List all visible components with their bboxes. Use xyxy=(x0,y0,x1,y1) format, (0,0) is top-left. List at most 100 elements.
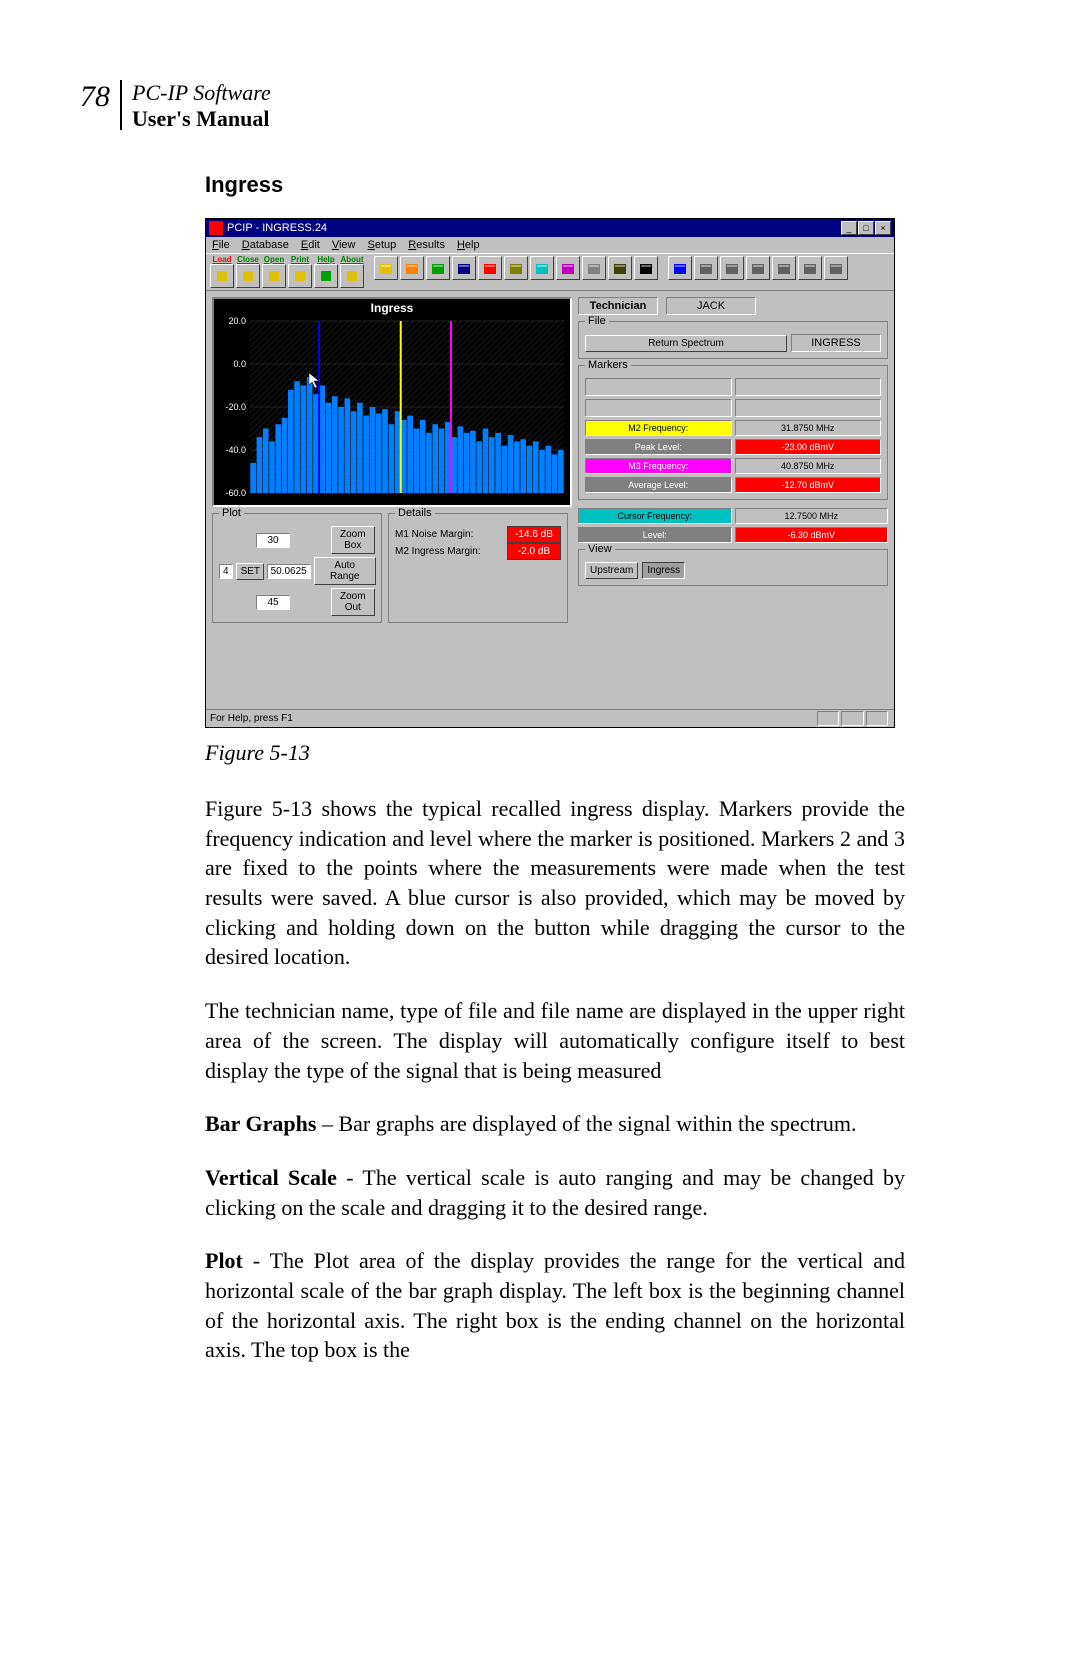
marker-label: Average Level: xyxy=(585,477,732,493)
page-number: 78 xyxy=(80,80,110,114)
detail-label: M2 Ingress Margin: xyxy=(395,546,503,557)
header-manual-title: User's Manual xyxy=(132,106,271,132)
detail-value: -2.0 dB xyxy=(507,543,561,560)
plot-set-button[interactable]: SET xyxy=(236,563,264,580)
menu-edit[interactable]: Edit xyxy=(301,239,320,251)
plot-top-input[interactable]: 30 xyxy=(256,533,290,548)
statusbar: For Help, press F1 xyxy=(206,709,894,727)
paragraph-5-text: - The Plot area of the display provides … xyxy=(205,1248,905,1362)
marker-label: M3 Frequency: xyxy=(585,458,732,474)
section-title: Ingress xyxy=(205,172,920,198)
toolbar-button-close[interactable] xyxy=(236,264,260,288)
toolbar-icon-11[interactable] xyxy=(668,256,692,280)
zoom-out-button[interactable]: Zoom Out xyxy=(331,588,376,616)
toolbar-icon-16[interactable] xyxy=(798,256,822,280)
return-spectrum-button[interactable]: Return Spectrum xyxy=(585,335,787,352)
svg-text:-20.0: -20.0 xyxy=(225,402,246,412)
toolbar-icon-5[interactable] xyxy=(504,256,528,280)
marker-label: Cursor Frequency: xyxy=(578,508,732,524)
toolbar-icon-6[interactable] xyxy=(530,256,554,280)
header-software-name: PC-IP Software xyxy=(132,80,271,106)
marker-value: 40.8750 MHz xyxy=(735,458,882,474)
toolbar-icon-10[interactable] xyxy=(634,256,658,280)
svg-text:-40.0: -40.0 xyxy=(225,445,246,455)
toolbar-icon-0[interactable] xyxy=(374,256,398,280)
plot-groupbox: Plot 30 Zoom Box 4 SET 50.0625 Auto Rang… xyxy=(212,513,382,623)
menu-setup[interactable]: Setup xyxy=(367,239,396,251)
chart-title: Ingress xyxy=(214,299,570,317)
ingress-bar-chart[interactable]: 20.00.0-20.0-40.0-60.0 xyxy=(214,317,570,505)
file-name-value: INGRESS xyxy=(791,334,881,352)
toolbar-icon-9[interactable] xyxy=(608,256,632,280)
marker-row: Cursor Frequency:12.7500 MHz xyxy=(578,508,888,524)
marker-row: Level:-6.30 dBmV xyxy=(578,527,888,543)
screenshot-window: PCIP - INGRESS.24 _ □ × FileDatabaseEdit… xyxy=(205,218,895,728)
figure-caption: Figure 5-13 xyxy=(205,740,920,766)
zoom-box-button[interactable]: Zoom Box xyxy=(331,526,376,554)
toolbar-label-help: Help xyxy=(317,256,334,264)
menu-file[interactable]: File xyxy=(212,239,230,251)
close-button[interactable]: × xyxy=(875,221,891,235)
toolbar-icon-2[interactable] xyxy=(426,256,450,280)
paragraph-4-bold: Vertical Scale xyxy=(205,1165,337,1190)
auto-range-button[interactable]: Auto Range xyxy=(314,557,376,585)
details-groupbox: Details M1 Noise Margin:-14.6 dBM2 Ingre… xyxy=(388,513,568,623)
page-header: 78 PC-IP Software User's Manual xyxy=(80,80,920,132)
menu-results[interactable]: Results xyxy=(408,239,445,251)
toolbar-label-close: Close xyxy=(237,256,259,264)
marker-empty-row xyxy=(585,378,881,396)
paragraph-3-text: – Bar graphs are displayed of the signal… xyxy=(316,1111,856,1136)
toolbar-icon-14[interactable] xyxy=(746,256,770,280)
paragraph-2: The technician name, type of file and fi… xyxy=(205,996,905,1085)
toolbar-icon-4[interactable] xyxy=(478,256,502,280)
chart-panel[interactable]: Ingress 20.00.0-20.0-40.0-60.0 xyxy=(212,297,572,507)
plot-left-input[interactable]: 4 xyxy=(219,564,233,579)
marker-row: M2 Frequency:31.8750 MHz xyxy=(585,420,881,436)
toolbar-button-print[interactable] xyxy=(288,264,312,288)
toolbar-icon-1[interactable] xyxy=(400,256,424,280)
plot-legend: Plot xyxy=(219,507,244,519)
paragraph-4: Vertical Scale - The vertical scale is a… xyxy=(205,1163,905,1222)
toolbar-button-help[interactable] xyxy=(314,264,338,288)
menu-help[interactable]: Help xyxy=(457,239,480,251)
paragraph-5: Plot - The Plot area of the display prov… xyxy=(205,1246,905,1365)
toolbar-label-load: Load xyxy=(212,256,231,264)
technician-label: Technician xyxy=(578,297,658,315)
toolbar-icon-17[interactable] xyxy=(824,256,848,280)
plot-bottom-input[interactable]: 45 xyxy=(256,595,290,610)
view-legend: View xyxy=(585,543,615,555)
menu-database[interactable]: Database xyxy=(242,239,289,251)
toolbar-button-about[interactable] xyxy=(340,264,364,288)
paragraph-1: Figure 5-13 shows the typical recalled i… xyxy=(205,794,905,972)
minimize-button[interactable]: _ xyxy=(841,221,857,235)
menubar: File Database Edit View Setup Results Help xyxy=(206,237,894,253)
marker-value: -12.70 dBmV xyxy=(735,477,882,493)
toolbar-icon-12[interactable] xyxy=(694,256,718,280)
ingress-button[interactable]: Ingress xyxy=(642,562,685,579)
marker-value: -6.30 dBmV xyxy=(735,527,889,543)
toolbar-icon-13[interactable] xyxy=(720,256,744,280)
upstream-button[interactable]: Upstream xyxy=(585,562,638,579)
maximize-button[interactable]: □ xyxy=(858,221,874,235)
statusbar-seg-2 xyxy=(841,711,863,726)
menu-view[interactable]: View xyxy=(332,239,356,251)
toolbar-button-load[interactable] xyxy=(210,264,234,288)
file-groupbox: File Return Spectrum INGRESS xyxy=(578,321,888,359)
marker-value: 31.8750 MHz xyxy=(735,420,882,436)
toolbar-icon-8[interactable] xyxy=(582,256,606,280)
file-legend: File xyxy=(585,315,609,327)
svg-text:0.0: 0.0 xyxy=(233,359,246,369)
marker-empty-row xyxy=(585,399,881,417)
toolbar-icon-3[interactable] xyxy=(452,256,476,280)
technician-value: JACK xyxy=(666,297,756,315)
toolbar-icon-7[interactable] xyxy=(556,256,580,280)
toolbar-button-open[interactable] xyxy=(262,264,286,288)
marker-row: Peak Level:-23.00 dBmV xyxy=(585,439,881,455)
toolbar-icon-15[interactable] xyxy=(772,256,796,280)
header-divider xyxy=(120,80,122,130)
markers-groupbox: Markers M2 Frequency:31.8750 MHzPeak Lev… xyxy=(578,365,888,500)
plot-right-input[interactable]: 50.0625 xyxy=(267,564,311,579)
detail-value: -14.6 dB xyxy=(507,526,561,543)
marker-label: Peak Level: xyxy=(585,439,732,455)
svg-text:-60.0: -60.0 xyxy=(225,488,246,498)
